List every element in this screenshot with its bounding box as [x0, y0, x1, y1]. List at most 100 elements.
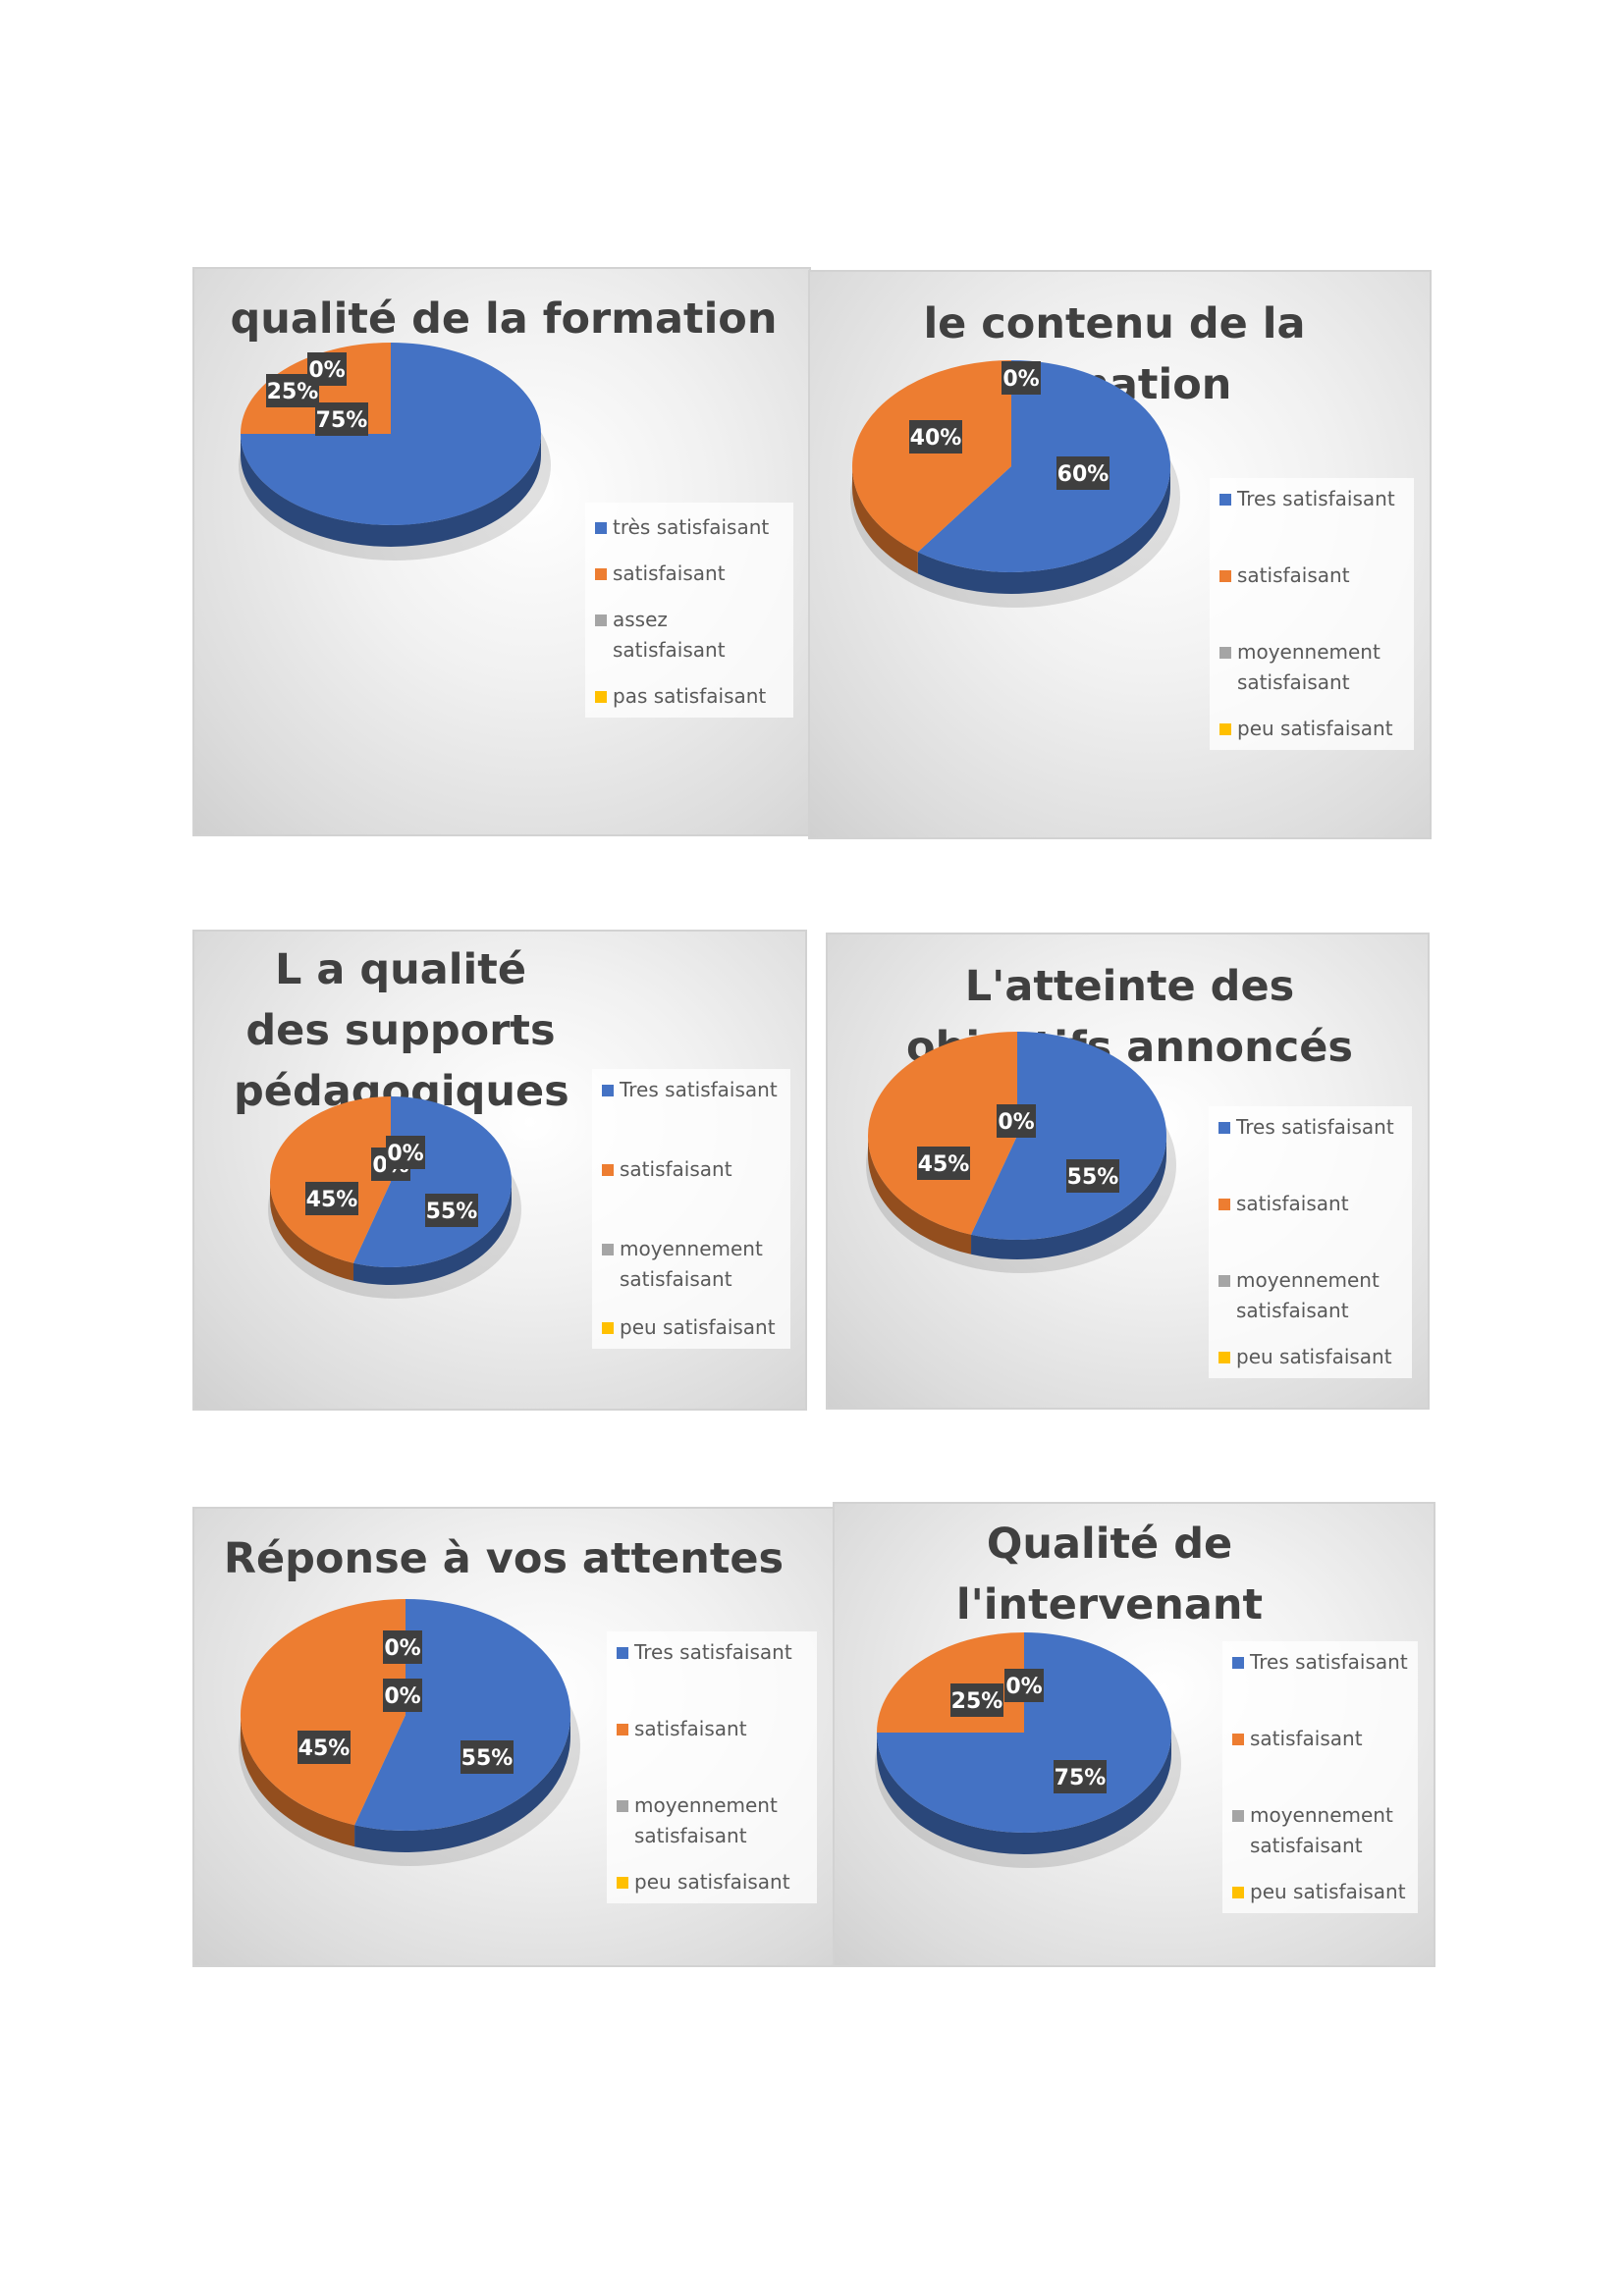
legend-swatch-yellow	[595, 691, 607, 703]
legend-swatch-orange	[1219, 570, 1231, 582]
legend-item: satisfaisant	[1230, 1724, 1410, 1754]
pie-slice-1	[877, 1632, 1024, 1733]
chart-legend: Tres satisfaisant satisfaisant moyenneme…	[592, 1069, 790, 1349]
data-label-bg	[1004, 1669, 1044, 1702]
data-label: 0%	[383, 1630, 422, 1664]
data-label-bg	[460, 1740, 514, 1774]
pie-chart: 55%45%0%0%	[268, 1096, 521, 1299]
legend-item: Tres satisfaisant	[1217, 1112, 1404, 1143]
data-label: 40%	[909, 420, 962, 454]
chart-panel-3: L a qualité des supports pédagogiques 55…	[192, 930, 807, 1411]
data-label: 0%	[1004, 1669, 1044, 1702]
legend-swatch-blue	[1219, 494, 1231, 506]
chart-legend: Tres satisfaisant satisfaisant moyenneme…	[1222, 1641, 1418, 1913]
legend-item: pas satisfaisant	[593, 681, 785, 712]
pie-slice-0	[917, 360, 1170, 572]
data-label: 45%	[298, 1731, 351, 1764]
pie-side-1	[270, 1182, 353, 1281]
legend-label: très satisfaisant	[613, 515, 770, 539]
legend-swatch-orange	[617, 1724, 628, 1735]
legend-label: satisfaisant	[1237, 563, 1350, 587]
legend-swatch-orange	[1218, 1199, 1230, 1210]
data-label-bg	[315, 402, 368, 436]
data-label-text: 0%	[1005, 1675, 1042, 1699]
legend-item: Tres satisfaisant	[600, 1075, 783, 1105]
data-label-bg	[1054, 1760, 1107, 1793]
legend-swatch-yellow	[1219, 723, 1231, 735]
chart-panel-2: le contenu de la formation 60%40%0%0% Tr…	[808, 270, 1432, 839]
legend-label: peu satisfaisant	[620, 1315, 776, 1339]
legend-swatch-yellow	[617, 1877, 628, 1889]
legend-swatch-gray	[1232, 1810, 1244, 1822]
pie-chart: 55% 45% 0% 0%	[239, 1599, 580, 1866]
legend-item: peu satisfaisant	[1230, 1877, 1410, 1907]
legend-swatch-gray	[1218, 1275, 1230, 1287]
data-label-text: 45%	[918, 1152, 970, 1177]
legend-label: Tres satisfaisant	[634, 1640, 792, 1664]
legend-item: Tres satisfaisant	[1230, 1647, 1410, 1678]
legend-label: Tres satisfaisant	[1250, 1650, 1408, 1674]
data-label: 0%	[1001, 361, 1041, 395]
legend-label: Tres satisfaisant	[620, 1078, 778, 1101]
legend-item: moyennement satisfaisant	[615, 1790, 809, 1851]
legend-item: Tres satisfaisant	[1218, 484, 1406, 514]
legend-label: satisfaisant	[613, 561, 726, 585]
chart-panel-5: Réponse à vos attentes 55% 45% 0% 0% Tres s…	[192, 1507, 835, 1967]
legend-label: peu satisfaisant	[1237, 717, 1393, 740]
pie-chart: 75%25%0%0%	[239, 343, 551, 561]
legend-label: pas satisfaisant	[613, 684, 767, 708]
legend-item: satisfaisant	[1218, 561, 1406, 591]
legend-item: satisfaisant	[1217, 1189, 1404, 1219]
chart-title: L'atteinte des objectifs annoncés	[906, 962, 1353, 1072]
pie-slice-1	[868, 1032, 1017, 1235]
legend-label: moyennement satisfaisant	[1236, 1268, 1380, 1322]
chart-title: le contenu de la formation	[923, 299, 1306, 409]
legend-label: moyennement satisfaisant	[1250, 1803, 1393, 1857]
legend-item: assez satisfaisant	[593, 605, 785, 666]
pie-slice-1	[269, 1096, 391, 1263]
data-label-text: 0%	[998, 1110, 1034, 1135]
legend-item: peu satisfaisant	[1218, 714, 1406, 744]
legend-label: moyennement satisfaisant	[634, 1793, 778, 1847]
legend-item: moyennement satisfaisant	[600, 1234, 783, 1295]
data-label-text: 45%	[306, 1188, 358, 1212]
data-label: 60%	[1056, 456, 1110, 490]
legend-item: moyennement satisfaisant	[1230, 1800, 1410, 1861]
legend-item: moyennement satisfaisant	[1217, 1265, 1404, 1326]
legend-swatch-orange	[595, 568, 607, 580]
data-label: 45%	[305, 1182, 358, 1215]
chart-title: qualité de la formation	[230, 294, 778, 344]
data-label-text: 0%	[308, 358, 345, 383]
data-label: 0%	[997, 1104, 1036, 1138]
pie-slice-1	[851, 360, 1011, 553]
legend-swatch-blue	[595, 522, 607, 534]
legend-label: satisfaisant	[634, 1717, 747, 1740]
data-label: 75%	[315, 402, 368, 436]
pie-side-0	[352, 1182, 512, 1285]
data-label-text: 75%	[1055, 1766, 1107, 1790]
legend-swatch-blue	[1232, 1657, 1244, 1669]
pie-side-0	[354, 1715, 570, 1852]
legend-item: satisfaisant	[615, 1714, 809, 1744]
legend-label: assez satisfaisant	[613, 608, 726, 662]
legend-swatch-gray	[617, 1800, 628, 1812]
legend-swatch-gray	[595, 614, 607, 626]
data-label-text: 55%	[461, 1746, 514, 1771]
legend-item: très satisfaisant	[593, 512, 785, 543]
pie-side-1	[868, 1136, 972, 1255]
legend-item: peu satisfaisant	[1217, 1342, 1404, 1372]
data-label: 45%	[917, 1147, 970, 1180]
data-label-text: 0%	[384, 1684, 420, 1709]
data-label-text: 60%	[1057, 462, 1110, 487]
chart-title: Qualité de l'intervenant	[955, 1520, 1264, 1629]
legend-swatch-gray	[1219, 647, 1231, 659]
pie-side-0	[917, 466, 1170, 594]
pie-side-1	[241, 1715, 355, 1847]
data-label-bg	[1056, 456, 1110, 490]
data-label-bg	[383, 1679, 422, 1712]
data-label: 55%	[425, 1194, 478, 1227]
chart-panel-4: L'atteinte des objectifs annoncés 55% 45%…	[826, 933, 1430, 1410]
data-label-bg	[1066, 1159, 1119, 1193]
chart-legend: Tres satisfaisant satisfaisant moyenneme…	[1209, 1106, 1412, 1378]
data-label-text: 0%	[1002, 367, 1039, 392]
